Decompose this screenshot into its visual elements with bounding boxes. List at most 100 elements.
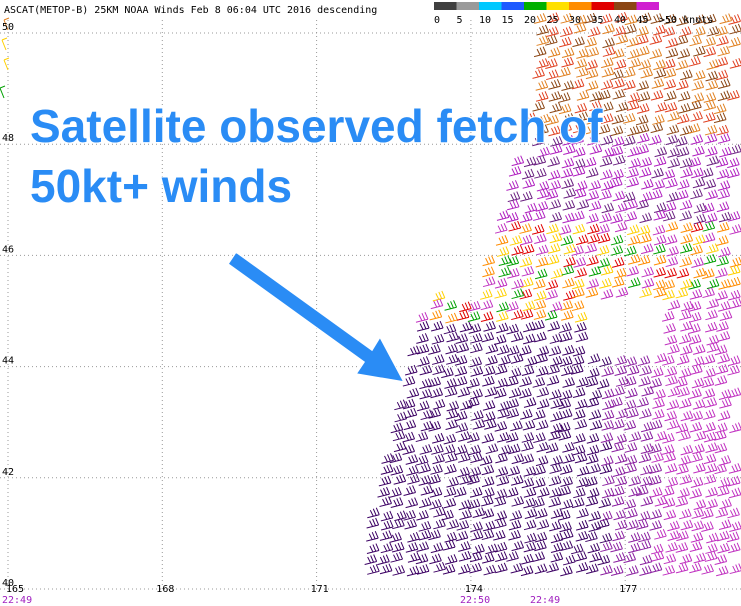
wind-barb	[667, 111, 680, 122]
wind-barb	[727, 355, 741, 367]
wind-barb	[690, 452, 703, 463]
lon-label: 177	[619, 584, 637, 595]
wind-barb	[610, 145, 624, 157]
wind-barb	[468, 444, 482, 456]
wind-barb	[680, 410, 694, 422]
wind-barb	[533, 309, 547, 320]
wind-barb	[667, 520, 680, 532]
wind-barb	[628, 157, 641, 169]
wind-barb	[702, 220, 716, 232]
wind-barb	[689, 388, 702, 399]
wind-barb	[508, 165, 522, 177]
wind-barb	[664, 267, 678, 279]
wind-barb	[428, 408, 442, 419]
wind-barb	[662, 564, 676, 576]
wind-barb	[561, 310, 574, 321]
wind-barb	[680, 167, 693, 179]
wind-barb	[586, 453, 599, 465]
wind-barb	[610, 245, 624, 256]
wind-barb	[716, 255, 729, 267]
wind-barb	[641, 277, 655, 289]
wind-barb	[419, 364, 433, 376]
wind-barb	[611, 69, 624, 81]
wind-barb	[613, 25, 626, 37]
wind-barb	[571, 78, 585, 90]
wind-barb	[549, 463, 562, 474]
wind-barb	[498, 266, 512, 278]
wind-barb	[483, 321, 496, 332]
wind-barb	[571, 300, 585, 312]
wind-barb	[522, 333, 536, 345]
wind-barb	[536, 386, 550, 398]
wind-barb	[599, 212, 612, 224]
wind-barb	[701, 508, 714, 520]
wind-barb	[537, 487, 550, 498]
wind-barb	[600, 541, 613, 553]
wind-barb	[454, 355, 468, 366]
wind-barb	[574, 267, 587, 279]
wind-barb	[560, 300, 574, 311]
wind-barb	[651, 452, 664, 463]
wind-barb	[506, 255, 520, 267]
wind-barb	[665, 134, 679, 146]
wind-barb	[379, 496, 392, 507]
wind-barb	[562, 277, 575, 289]
wind-barb	[588, 463, 601, 475]
wind-barb	[587, 26, 601, 38]
wind-barb	[364, 554, 378, 565]
wind-barb	[535, 352, 548, 364]
wind-barb	[496, 475, 510, 486]
wind-barb	[610, 125, 624, 137]
wind-barb	[378, 475, 392, 487]
wind-barb	[574, 180, 588, 192]
wind-barb	[639, 554, 653, 566]
wind-barb	[715, 25, 728, 37]
wind-barb	[445, 408, 459, 420]
lat-label: 40	[2, 578, 14, 589]
legend-label: 45	[637, 15, 649, 26]
wind-barb	[587, 367, 600, 379]
wind-barb	[716, 35, 729, 47]
wind-barb	[626, 176, 640, 188]
wind-barb	[623, 79, 636, 91]
wind-barb	[587, 134, 600, 146]
wind-barb	[689, 35, 702, 47]
wind-barb	[545, 289, 558, 300]
wind-barb	[559, 122, 572, 134]
wind-barb	[667, 343, 680, 355]
wind-barb	[640, 464, 653, 476]
wind-barb	[628, 542, 641, 554]
wind-barb	[550, 411, 563, 422]
wind-barb	[626, 565, 639, 576]
wind-barb	[558, 66, 571, 78]
wind-barb	[596, 378, 610, 390]
wind-barb	[706, 59, 720, 70]
wind-barb	[588, 521, 602, 532]
wind-barb	[367, 507, 380, 519]
wind-barb	[562, 113, 575, 124]
wind-barb	[493, 334, 507, 345]
wind-barb	[717, 477, 731, 489]
wind-barb	[495, 452, 508, 464]
wind-barb	[493, 496, 507, 507]
wind-barb	[611, 276, 625, 288]
wind-barb	[402, 398, 416, 410]
wind-barb	[666, 124, 680, 136]
wind-barb	[415, 454, 429, 466]
wind-barb	[615, 33, 629, 45]
wind-barb	[649, 463, 663, 474]
wind-barb	[547, 169, 561, 181]
wind-barb	[558, 103, 572, 115]
wind-barb	[576, 111, 589, 123]
wind-barb	[692, 145, 705, 157]
wind-barb	[717, 188, 731, 200]
wind-barb	[533, 278, 546, 290]
wind-barb	[483, 411, 496, 422]
wind-barb	[442, 563, 456, 575]
wind-barb	[533, 464, 546, 476]
wind-barb	[469, 551, 483, 563]
wind-barb	[467, 498, 481, 510]
wind-barb	[533, 46, 547, 58]
wind-barb	[431, 333, 445, 345]
wind-barb	[535, 419, 549, 431]
